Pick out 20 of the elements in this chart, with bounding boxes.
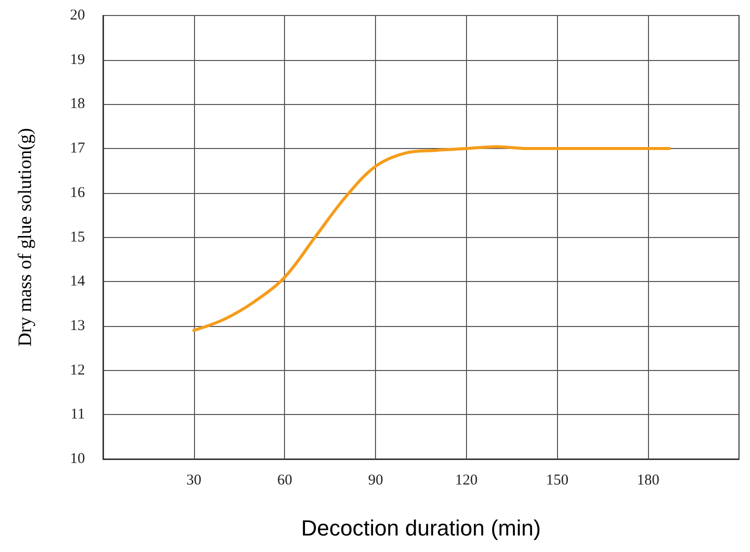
y-tick-label: 18 [70,96,85,112]
line-series [192,145,671,332]
y-tick-label: 15 [70,229,85,246]
y-tick-label: 14 [70,274,86,290]
y-axis-title: Dry mass of glue solution(g) [15,128,36,346]
x-axis-title: Decoction duration (min) [301,516,541,540]
x-tick-label: 30 [186,472,202,488]
x-tick-label: 150 [546,472,569,488]
x-tick-label: 60 [277,472,292,488]
x-tick-label: 120 [455,472,478,488]
y-tick-label: 10 [70,451,85,467]
y-tick-label: 16 [70,184,86,201]
y-tick-label: 11 [70,406,85,423]
y-tick-label: 19 [70,52,85,68]
y-tick-label: 13 [70,318,85,334]
y-tick-label: 17 [70,140,86,157]
y-tick-label: 12 [70,362,85,378]
x-tick-label: 180 [636,472,660,488]
x-tick-label: 90 [368,472,384,488]
y-tick-label: 20 [70,8,85,24]
